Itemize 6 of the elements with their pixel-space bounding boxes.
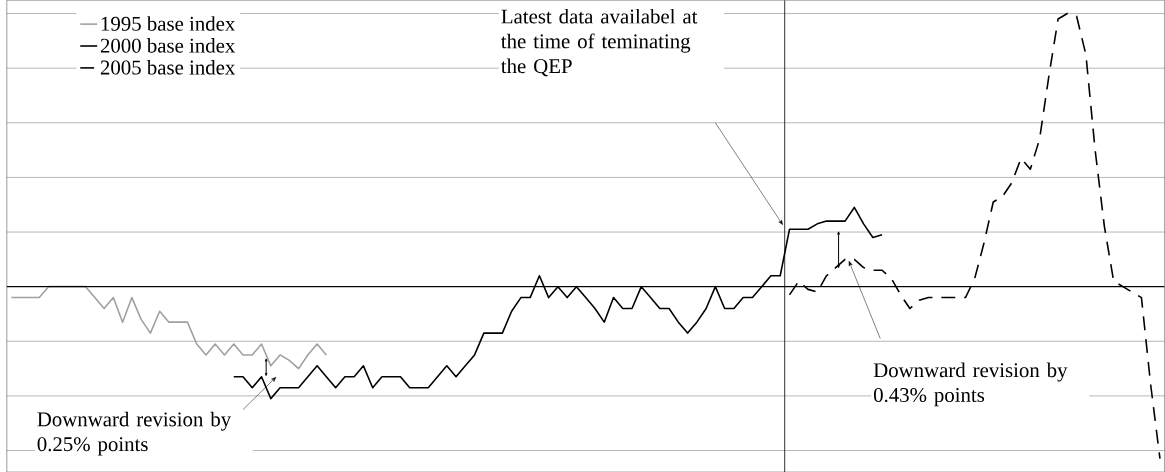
annotation: Downward revision by 0.25% points xyxy=(37,411,232,456)
legend-label: 1995 base index xyxy=(101,16,236,31)
legend-label: 2000 base index xyxy=(100,37,236,53)
legend-label: 2005 base index xyxy=(100,59,236,75)
annotation: Latest data availabel at the time of teminating the QEP xyxy=(501,8,698,77)
annotation: Downward revision by 0.43% points xyxy=(873,362,1068,407)
